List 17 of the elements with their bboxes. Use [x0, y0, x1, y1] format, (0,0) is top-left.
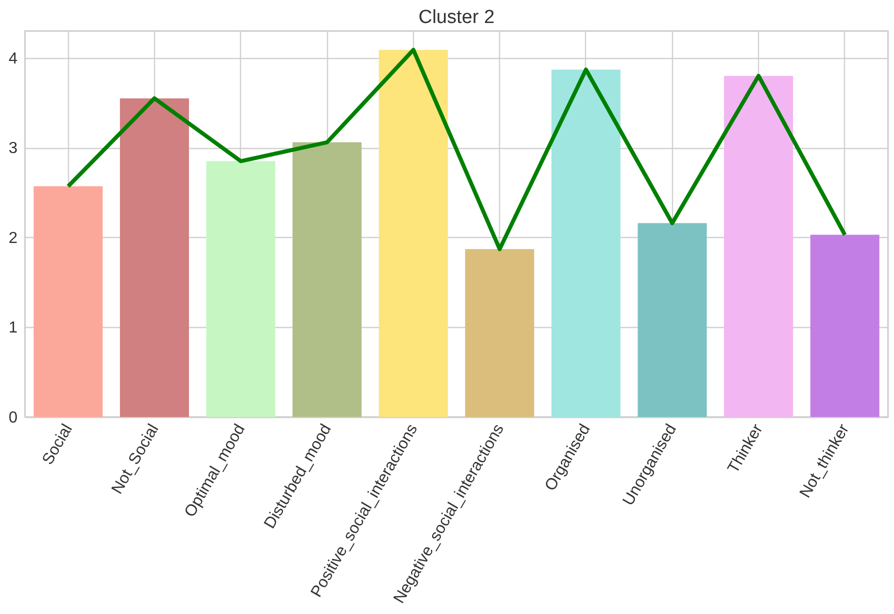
y-tick-label: 0: [8, 410, 18, 426]
y-tick-label: 4: [8, 50, 18, 68]
bar: [465, 249, 534, 417]
bar: [34, 186, 103, 417]
y-tick-label: 2: [8, 230, 18, 247]
bar: [724, 76, 794, 417]
chart-title: Cluster 2: [418, 7, 495, 28]
bar: [206, 161, 276, 417]
bar: [292, 142, 362, 417]
y-tick-label: 1: [8, 320, 18, 337]
bar: [551, 70, 620, 417]
bar: [638, 223, 707, 417]
line-series: [66, 48, 847, 252]
bar: [810, 234, 880, 417]
bar: [378, 50, 448, 417]
y-tick-label: 3: [8, 140, 18, 158]
bar: [120, 98, 189, 417]
